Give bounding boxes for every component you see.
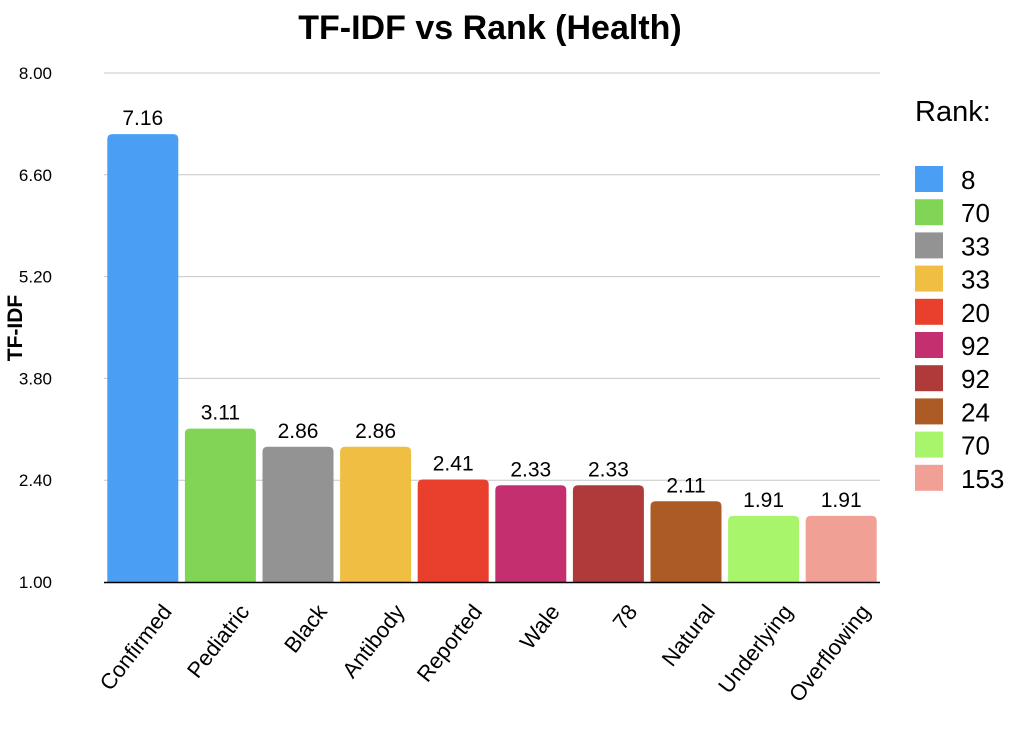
bar-pediatric (184, 428, 256, 582)
chart-title: TF-IDF vs Rank (Health) (298, 9, 681, 47)
data-label: 2.41 (433, 452, 474, 475)
legend-swatch (915, 431, 943, 458)
category-label: 78 (608, 600, 643, 635)
data-label: 1.91 (821, 489, 862, 512)
data-label: 2.11 (666, 474, 705, 497)
bar-confirmed (107, 134, 179, 582)
bar-natural (650, 501, 722, 582)
category-label: Wale (515, 600, 565, 654)
y-tick-label: 6.60 (19, 166, 52, 185)
data-label: 2.33 (588, 458, 629, 481)
legend-entry: 92 (961, 331, 990, 361)
y-tick-label: 8.00 (19, 64, 52, 83)
bar-overflowing (805, 515, 877, 582)
category-label: Pediatric (182, 600, 254, 683)
y-tick-label: 1.00 (19, 573, 52, 592)
bar-wale (495, 485, 567, 582)
category-label: Reported (412, 600, 487, 687)
bar-reported (417, 479, 489, 582)
category-label: Confirmed (95, 600, 177, 695)
legend-swatch (915, 232, 943, 259)
data-label: 2.86 (278, 420, 319, 443)
data-label: 2.33 (510, 458, 551, 481)
bars (107, 134, 877, 582)
legend-entry: 92 (961, 364, 990, 394)
data-label: 1.91 (743, 489, 784, 512)
legend-entry: 33 (961, 231, 990, 261)
legend-swatch (915, 298, 943, 325)
legend-swatch (915, 166, 943, 192)
y-tick-label: 3.80 (19, 369, 52, 388)
category-label: Black (279, 599, 332, 658)
legend-entry: 70 (961, 198, 990, 228)
bar-antibody (340, 446, 412, 582)
data-label: 3.11 (201, 402, 240, 425)
bar-78 (572, 485, 644, 582)
legend-swatch (915, 365, 943, 392)
legend-swatch (915, 332, 943, 358)
legend-entry: 70 (961, 431, 990, 461)
legend-entry: 33 (961, 265, 990, 295)
legend-swatch (915, 199, 943, 226)
y-axis-ticks: 1.00 2.40 3.80 5.20 6.60 8.00 (19, 64, 52, 592)
bar-black (262, 446, 334, 582)
category-labels: Confirmed Pediatric Black Antibody Reported W… (95, 599, 876, 707)
data-labels: 7.16 3.11 2.86 2.86 2.41 2.33 2.33 2.11 1.91 1.91 (122, 107, 861, 512)
legend-swatch (915, 464, 943, 491)
bar-underlying (728, 515, 800, 582)
y-axis-label: TF-IDF (4, 295, 27, 362)
legend-swatch (915, 398, 943, 425)
legend-entry: 20 (961, 298, 990, 328)
category-label: Natural (657, 600, 720, 671)
legend-entry: 8 (961, 165, 975, 195)
legend-entry: 153 (961, 464, 1004, 494)
category-label: Underlying (713, 600, 797, 698)
y-tick-label: 2.40 (19, 471, 52, 490)
category-label: Antibody (337, 600, 409, 683)
category-label: Overflowing (784, 600, 875, 707)
data-label: 2.86 (355, 420, 396, 443)
y-tick-label: 5.20 (19, 268, 52, 287)
legend-swatch (915, 265, 943, 292)
legend-title: Rank: (915, 96, 991, 128)
data-label: 7.16 (122, 107, 163, 130)
grid-lines (104, 72, 880, 481)
legend-entry: 24 (961, 397, 990, 427)
